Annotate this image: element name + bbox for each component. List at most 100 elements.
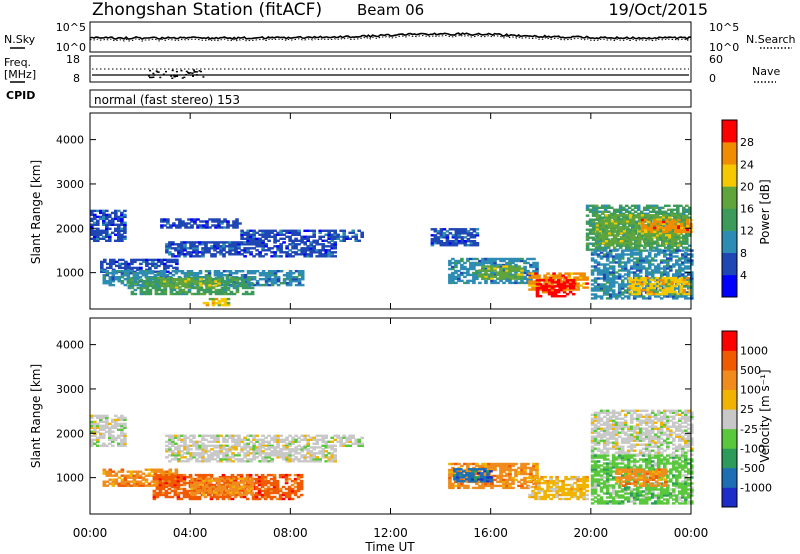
x-tick-label: 16:00 [473,526,508,540]
heatmap-region-6 [127,276,255,296]
velocity-colorbar-tick: -1000 [740,481,772,494]
heatmap-region-1 [165,434,364,447]
nave-label: Nave [752,65,780,78]
nsky-tick-top: 10^5 [56,21,86,34]
velocity-colorbar-tick: -500 [740,462,765,475]
heatmap-region-17 [628,276,693,296]
colorbar-segment [722,164,737,187]
freq-panel-frame [89,55,692,83]
freq-tick-top: 18 [66,53,80,66]
y-tick-label: 1000 [56,267,84,280]
heatmap-region-13 [535,279,576,298]
heatmap-region-0 [90,209,127,242]
heatmap-region-16 [590,249,694,300]
heatmap-region-9 [590,409,694,456]
cpid-panel-frame [89,89,692,108]
power-colorbar-tick: 20 [740,180,754,193]
station-title: Zhongshan Station (fitACF) [92,0,322,20]
heatmap-region-2 [160,218,242,229]
colorbar-segment [722,350,737,371]
heatmap-region-3 [102,468,179,487]
power-colorbar: 4 8 12 16 20 24 28 [721,119,754,298]
velocity-axes: 1000 2000 3000 4000 [56,318,692,514]
heatmap-region-1 [100,258,179,273]
y-tick-label: 3000 [56,383,84,396]
nsearch-tick-top: 10^5 [709,21,739,34]
nave-tick-top: 60 [709,53,723,66]
heatmap-region-5 [190,477,254,496]
beam-label: Beam 06 [357,1,424,19]
x-tick-label: 00:00 [73,526,108,540]
power-colorbar-tick: 24 [740,158,754,171]
power-colorbar-tick: 28 [740,136,754,149]
colorbar-segment [722,467,737,488]
colorbar-segment [722,230,737,253]
colorbar-frame [721,119,738,298]
heatmap-region-7 [453,468,493,483]
nsky-trace [89,32,692,41]
heatmap-region-11 [615,468,668,487]
heatmap-region-7 [160,278,221,289]
colorbar-frame [721,330,738,508]
power-colorbar-tick: 12 [740,225,754,238]
nsky-label: N.Sky [4,33,36,46]
colorbar-segment [722,448,737,469]
heatmap-region-3 [165,241,337,258]
freq-unit-label: [MHz] [4,68,36,81]
velocity-ylabel: Slant Range [km] [29,364,43,468]
cpid-mode-text: normal (fast stereo) 153 [94,93,240,107]
y-tick-label: 2000 [56,222,84,235]
nsearch-tick-bottom: 10^0 [709,41,739,54]
colorbar-segment [722,370,737,390]
heatmap-region-4 [240,229,364,242]
heatmap-region-8 [202,297,231,307]
heatmap-region-2 [165,446,337,463]
nave-tick-bottom: 0 [709,72,716,85]
power-axes: 1000 2000 3000 4000 [56,113,692,309]
heatmap-region-9 [430,228,480,247]
velocity-heatmap [90,409,694,505]
velocity-colorbar-tick: 25 [740,403,754,416]
colorbar-segment [722,274,737,298]
cpid-label: CPID [6,89,35,102]
colorbar-segment [722,142,737,165]
velocity-colorbar-label: Velocity [m s⁻¹] [758,369,772,462]
velocity-colorbar-tick: 1000 [740,345,768,358]
y-tick-label: 1000 [56,472,84,485]
y-tick-label: 3000 [56,178,84,191]
colorbar-segment [722,208,737,231]
colorbar-segment [722,331,737,351]
x-tick-label: 12:00 [373,526,408,540]
time-axis-title: Time UT [364,540,415,554]
velocity-colorbar-tick: -100 [740,442,765,455]
velocity-colorbar-tick: -25 [740,423,758,436]
heatmap-region-8 [528,475,589,501]
x-tick-label: 00:00 [674,526,709,540]
nsky-tick-bottom: 10^0 [56,41,86,54]
power-colorbar-tick: 8 [740,247,747,260]
x-tick-label: 08:00 [273,526,308,540]
y-tick-label: 4000 [56,339,84,352]
colorbar-segment [722,186,737,209]
freq-tick-bottom: 8 [73,72,80,85]
heatmap-region-0 [90,414,127,447]
freq-label: Freq. [4,56,31,69]
velocity-colorbar-tick: 500 [740,364,761,377]
nsearch-trace [89,34,692,42]
power-colorbar-tick: 16 [740,203,754,216]
power-colorbar-label: Power [dB] [758,179,772,244]
power-colorbar-tick: 4 [740,269,747,282]
power-heatmap [90,204,694,307]
colorbar-segment [722,389,737,410]
date-label: 19/Oct/2015 [608,0,708,19]
colorbar-segment [722,409,737,430]
colorbar-segment [722,428,737,449]
colorbar-segment [722,252,737,276]
velocity-colorbar-tick: 100 [740,384,761,397]
x-tick-label: 04:00 [173,526,208,540]
velocity-colorbar: 1000 500 100 25 -25 -100 -500 -1000 [721,330,772,508]
colorbar-segment [722,487,737,508]
freq-noise-blip [147,69,205,79]
colorbar-segment [722,120,737,143]
